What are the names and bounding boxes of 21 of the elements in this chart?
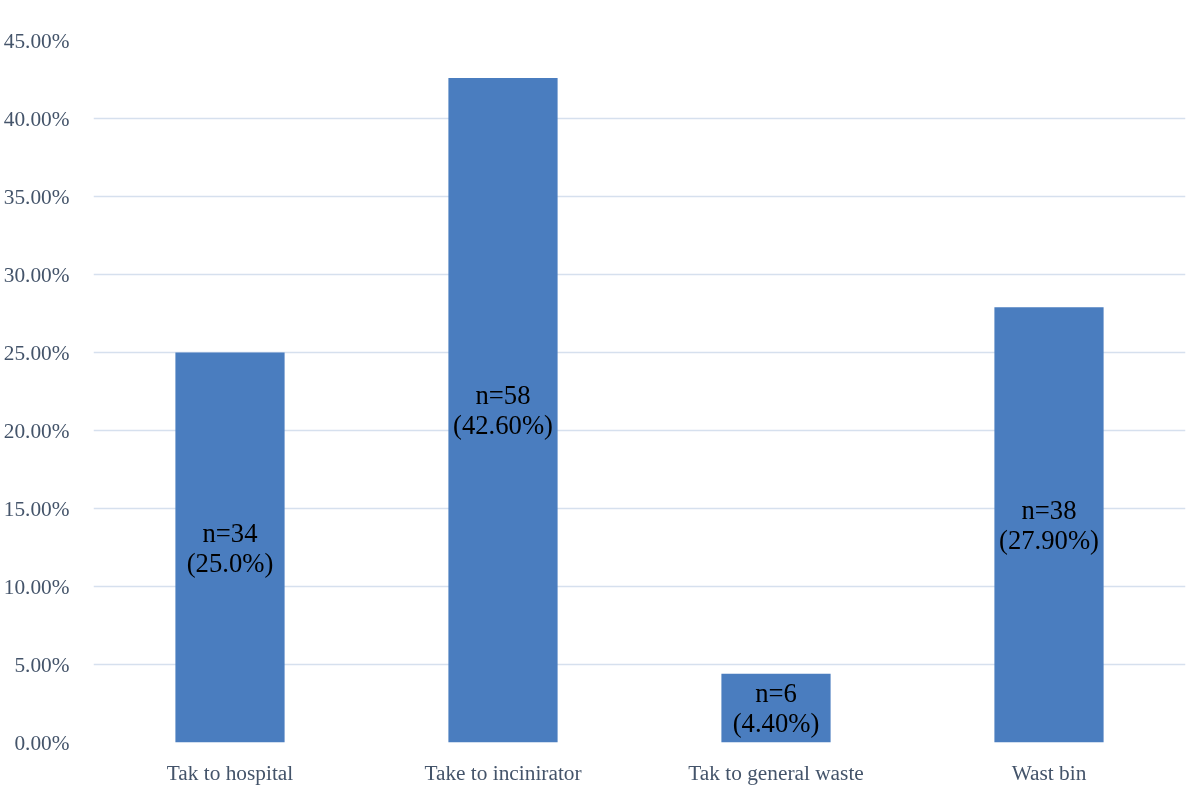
y-tick-label: 15.00% — [3, 496, 70, 521]
y-tick-label: 35.00% — [3, 184, 70, 209]
y-tick-label: 10.00% — [3, 574, 70, 599]
x-tick-label: Take to incinirator — [424, 760, 582, 785]
data-label: n=58 (42.60%) — [453, 380, 553, 441]
x-tick-label: Wast bin — [1011, 760, 1087, 785]
y-tick-label: 45.00% — [3, 28, 70, 53]
bar — [448, 77, 558, 743]
y-tick-label: 0.00% — [14, 730, 70, 755]
y-tick-label: 5.00% — [14, 652, 70, 677]
bar — [175, 352, 285, 743]
y-tick-label: 20.00% — [3, 418, 70, 443]
y-tick-label: 25.00% — [3, 340, 70, 365]
data-label: n=38 (27.90%) — [999, 494, 1099, 555]
data-label: n=6 (4.40%) — [732, 678, 820, 739]
x-tick-label: Tak to hospital — [166, 760, 294, 785]
y-tick-label: 40.00% — [3, 106, 70, 131]
bar — [994, 307, 1104, 743]
data-label: n=34 (25.0%) — [186, 517, 274, 578]
y-tick-label: 30.00% — [3, 262, 70, 287]
x-tick-label: Tak to general waste — [688, 760, 864, 785]
